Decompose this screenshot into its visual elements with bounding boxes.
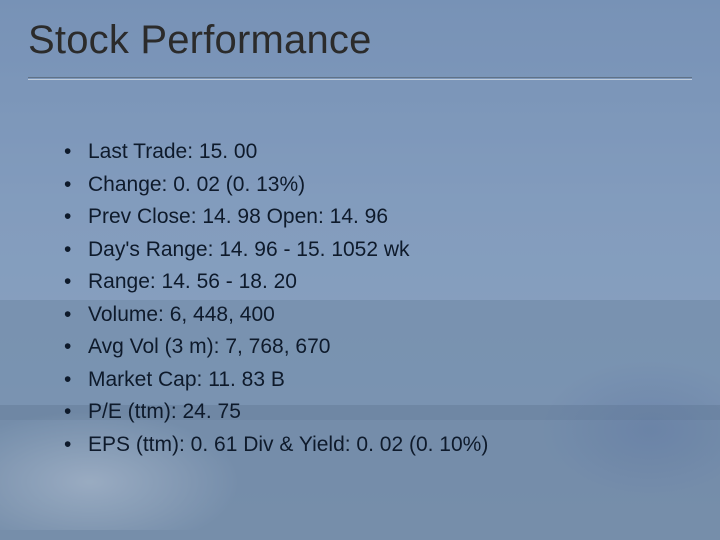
bullet-text: Prev Close: 14. 98 Open: 14. 96 xyxy=(88,205,388,228)
title-divider-top xyxy=(28,77,692,78)
bullet-text: Last Trade: 15. 00 xyxy=(88,140,257,163)
bullet-text: Change: 0. 02 (0. 13%) xyxy=(88,173,305,196)
list-item: Prev Close: 14. 98 Open: 14. 96 xyxy=(64,201,692,234)
bullet-text: Range: 14. 56 - 18. 20 xyxy=(88,270,297,293)
list-item: Volume: 6, 448, 400 xyxy=(64,299,692,332)
title-divider-bottom xyxy=(28,79,692,80)
slide-title: Stock Performance xyxy=(28,18,692,63)
bullet-text: Avg Vol (3 m): 7, 768, 670 xyxy=(88,335,330,358)
list-item: Market Cap: 11. 83 B xyxy=(64,364,692,397)
bullet-text: EPS (ttm): 0. 61 Div & Yield: 0. 02 (0. … xyxy=(88,433,488,456)
bullet-list: Last Trade: 15. 00 Change: 0. 02 (0. 13%… xyxy=(28,136,692,461)
list-item: Avg Vol (3 m): 7, 768, 670 xyxy=(64,331,692,364)
slide-container: Stock Performance Last Trade: 15. 00 Cha… xyxy=(0,0,720,540)
list-item: Day's Range: 14. 96 - 15. 1052 wk xyxy=(64,234,692,267)
bullet-text: Volume: 6, 448, 400 xyxy=(88,303,275,326)
list-item: EPS (ttm): 0. 61 Div & Yield: 0. 02 (0. … xyxy=(64,429,692,462)
bullet-text: P/E (ttm): 24. 75 xyxy=(88,400,241,423)
list-item: P/E (ttm): 24. 75 xyxy=(64,396,692,429)
list-item: Change: 0. 02 (0. 13%) xyxy=(64,169,692,202)
list-item: Last Trade: 15. 00 xyxy=(64,136,692,169)
bullet-text: Market Cap: 11. 83 B xyxy=(88,368,285,391)
list-item: Range: 14. 56 - 18. 20 xyxy=(64,266,692,299)
bullet-text: Day's Range: 14. 96 - 15. 1052 wk xyxy=(88,238,410,261)
